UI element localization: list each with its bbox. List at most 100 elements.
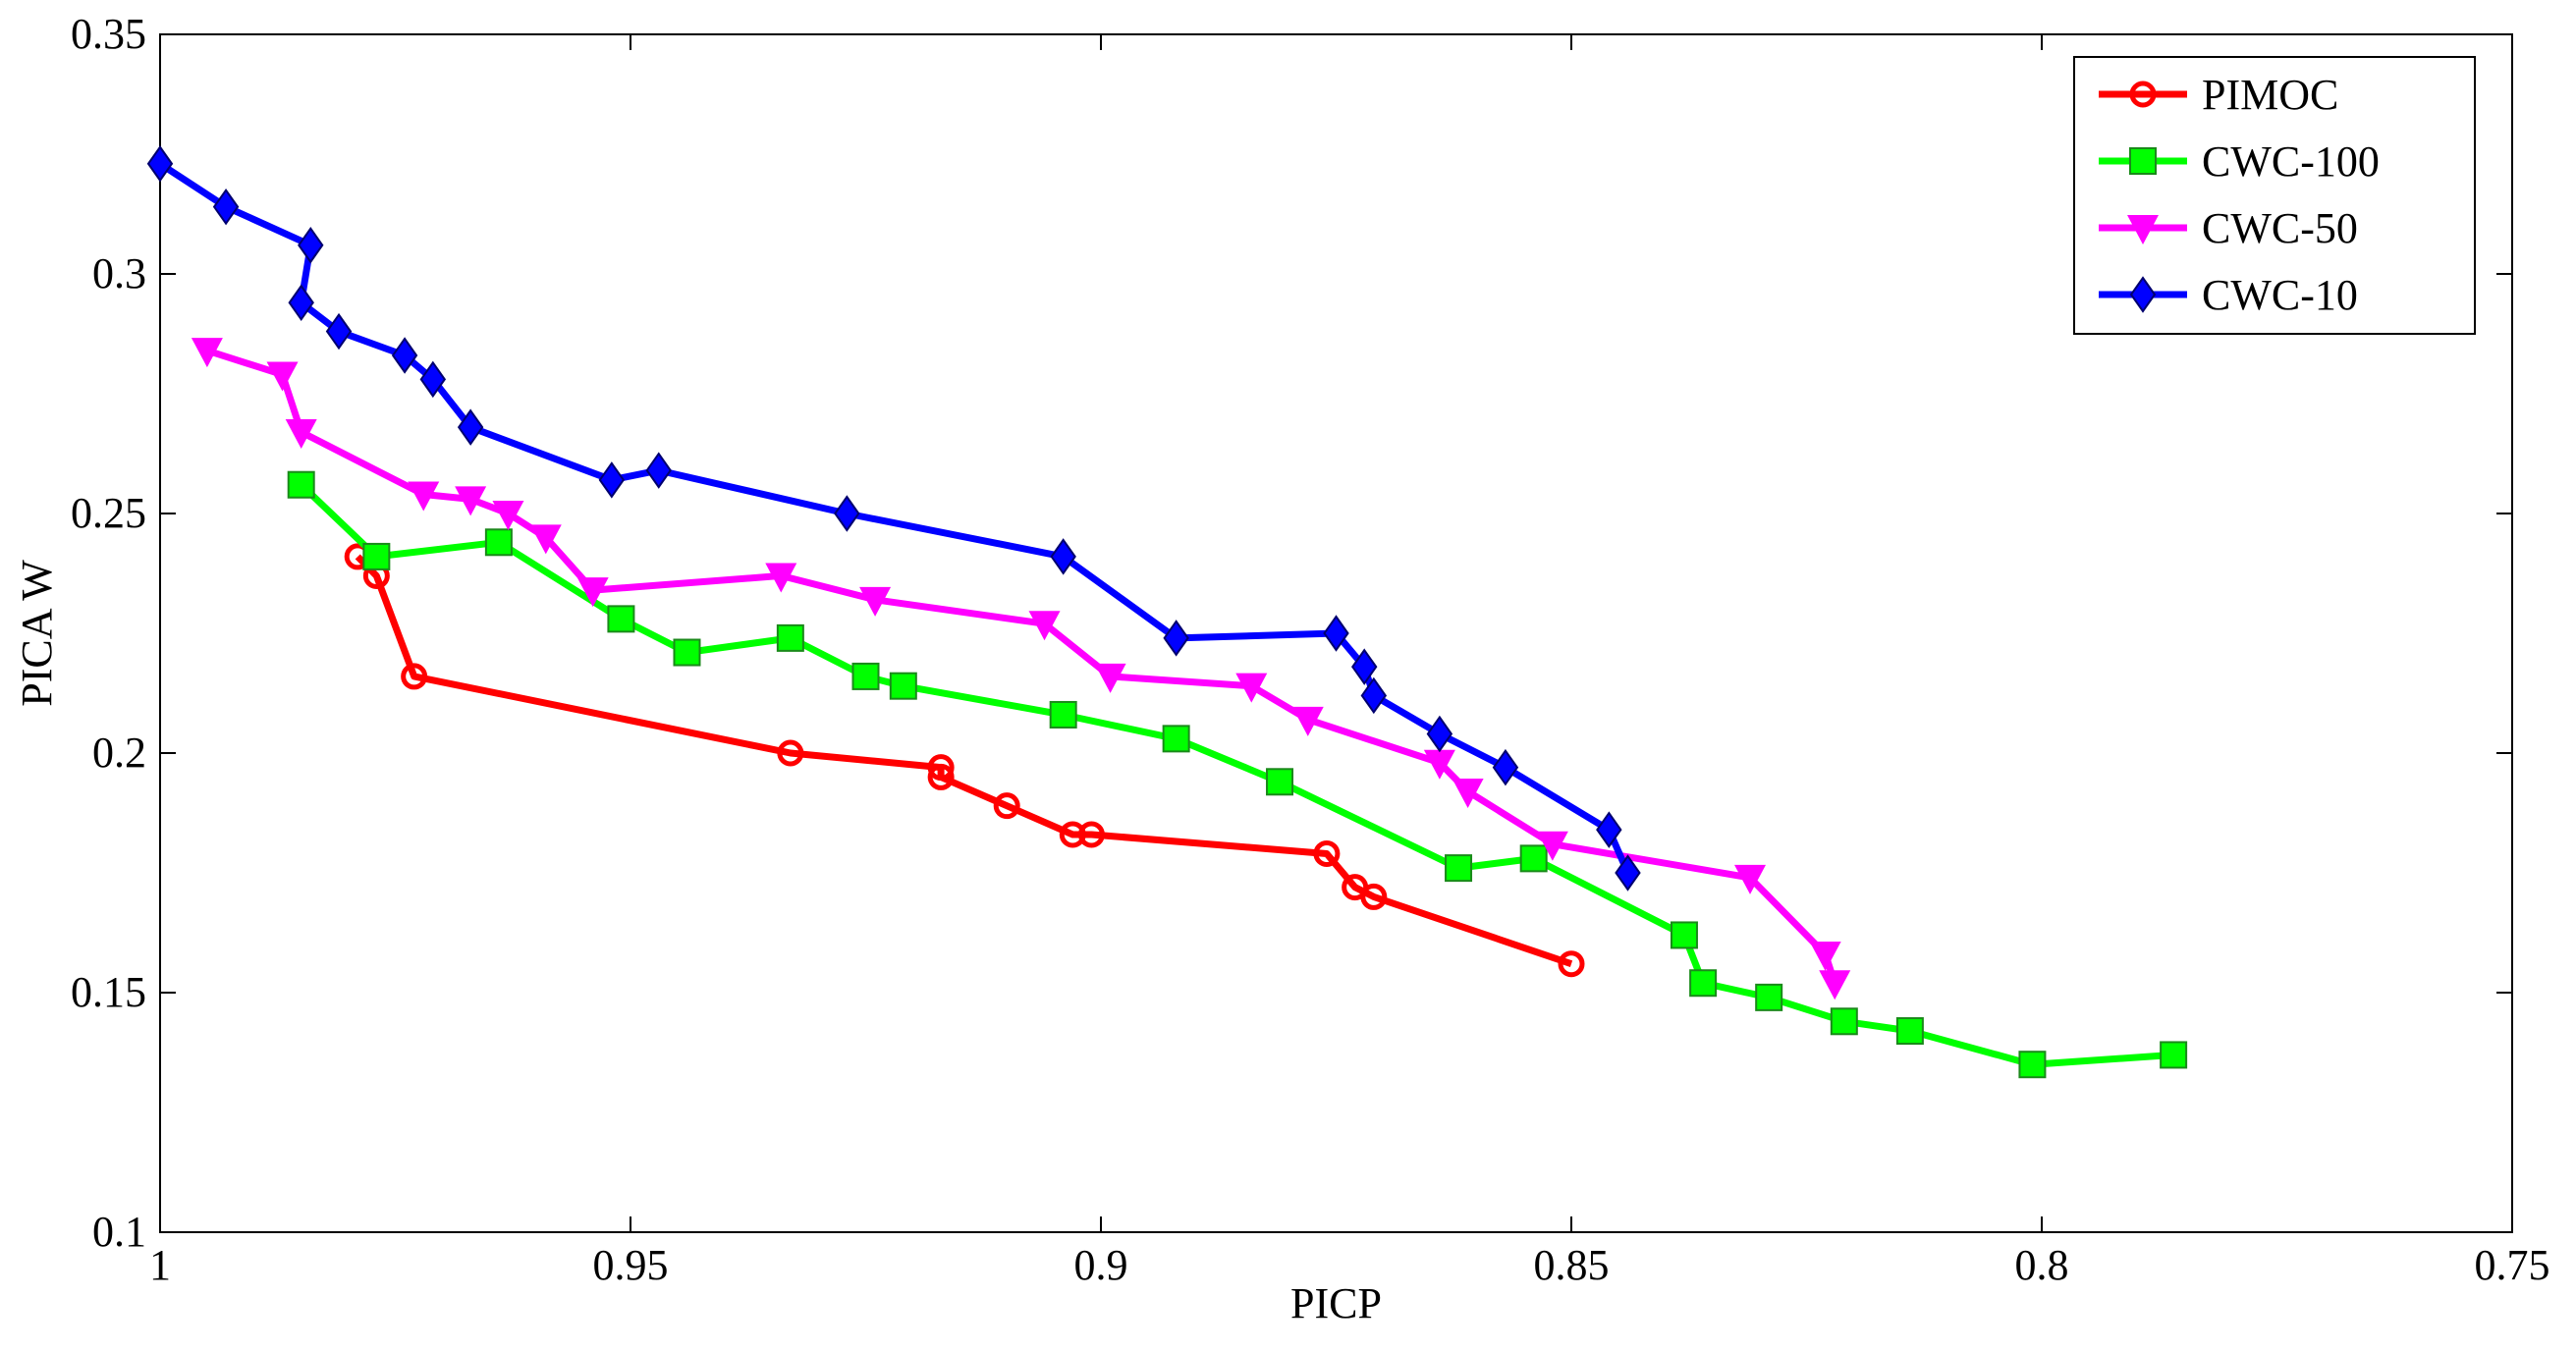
data-point xyxy=(1077,821,1105,848)
data-point xyxy=(484,528,513,557)
data-point xyxy=(776,623,804,652)
data-point xyxy=(1291,706,1324,736)
data-point xyxy=(285,419,317,450)
data-point xyxy=(777,739,804,767)
data-point xyxy=(492,501,524,530)
data-point xyxy=(859,586,892,617)
data-point xyxy=(1452,779,1484,809)
data-point xyxy=(391,337,418,374)
data-point xyxy=(765,563,797,593)
data-point xyxy=(2129,276,2157,313)
data-point xyxy=(1426,715,1453,753)
data-point xyxy=(993,792,1020,820)
data-point xyxy=(1266,768,1294,796)
data-point xyxy=(2018,1051,2047,1079)
legend-item: PIMOC xyxy=(2099,71,2338,119)
data-point xyxy=(457,408,484,446)
legend-label: CWC-10 xyxy=(2202,271,2358,319)
x-tick-label: 0.75 xyxy=(2475,1241,2550,1289)
data-point xyxy=(1162,725,1190,753)
data-point xyxy=(2127,215,2159,244)
data-point xyxy=(1755,983,1783,1011)
data-point xyxy=(607,605,635,633)
series-layer xyxy=(146,145,2188,1079)
data-point xyxy=(1615,854,1641,892)
data-point xyxy=(1830,1007,1858,1036)
data-point xyxy=(212,188,240,226)
data-point xyxy=(1558,950,1585,978)
data-point xyxy=(889,672,917,700)
legend-item: CWC-50 xyxy=(2099,204,2358,252)
data-point xyxy=(1734,864,1767,894)
data-point xyxy=(1445,854,1473,883)
data-point xyxy=(1313,839,1341,867)
data-point xyxy=(598,461,626,499)
data-point xyxy=(834,495,860,532)
data-point xyxy=(288,284,314,322)
legend-item: CWC-100 xyxy=(2099,137,2380,186)
data-point xyxy=(1351,648,1378,685)
data-point xyxy=(2129,81,2157,108)
data-point xyxy=(576,577,609,608)
legend-label: CWC-100 xyxy=(2202,137,2380,186)
data-point xyxy=(1895,1017,1924,1046)
data-point xyxy=(362,542,391,570)
data-point xyxy=(287,470,315,499)
x-tick-label: 1 xyxy=(149,1241,171,1289)
data-point xyxy=(2129,147,2157,175)
data-point xyxy=(1059,821,1086,848)
y-tick-label: 0.15 xyxy=(71,968,146,1016)
data-point xyxy=(1809,941,1841,971)
data-point xyxy=(1819,970,1851,1000)
data-point xyxy=(1163,620,1189,657)
data-point xyxy=(2160,1041,2188,1069)
series-cwc-10 xyxy=(146,145,1641,892)
data-point xyxy=(1536,831,1568,861)
data-point xyxy=(191,338,223,368)
y-axis-title: PICA W xyxy=(13,560,61,707)
y-tick-label: 0.25 xyxy=(71,489,146,537)
data-point xyxy=(419,360,447,399)
data-point xyxy=(851,662,880,690)
data-point xyxy=(1094,663,1126,693)
legend-label: CWC-50 xyxy=(2202,204,2358,252)
data-point xyxy=(529,524,562,555)
data-point xyxy=(927,763,955,790)
data-point xyxy=(645,452,672,489)
data-point xyxy=(1670,921,1698,949)
x-tick-label: 0.8 xyxy=(2015,1241,2069,1289)
data-point xyxy=(1028,611,1061,641)
legend: PIMOC CWC-100 CWC-50 CWC-10 xyxy=(2073,56,2476,335)
data-point xyxy=(1596,811,1622,848)
data-point xyxy=(1423,749,1455,780)
y-tick-label: 0.1 xyxy=(92,1208,146,1256)
x-tick-label: 0.95 xyxy=(593,1241,669,1289)
legend-item: CWC-10 xyxy=(2099,271,2358,319)
data-point xyxy=(146,145,174,183)
x-tick-label: 0.85 xyxy=(1534,1241,1610,1289)
y-tick-label: 0.3 xyxy=(92,249,146,297)
axis-ticks: 1 0.95 0.9 0.85 0.8 0.75 0.1 0.15 0.2 0.25 0.3 0.35 xyxy=(71,10,2550,1289)
data-point xyxy=(1050,538,1076,575)
data-point xyxy=(401,663,428,690)
data-point xyxy=(1360,883,1388,910)
y-tick-label: 0.35 xyxy=(71,10,146,58)
data-point xyxy=(1235,673,1268,703)
data-point xyxy=(1049,700,1077,729)
y-tick-label: 0.2 xyxy=(92,729,146,777)
x-axis-title: PICP xyxy=(1290,1279,1382,1327)
series-cwc-100 xyxy=(287,470,2188,1079)
data-point xyxy=(1360,676,1388,715)
data-point xyxy=(455,486,487,516)
data-point xyxy=(1689,969,1718,998)
data-point xyxy=(266,361,299,392)
data-point xyxy=(1519,844,1548,873)
data-point xyxy=(1492,748,1519,786)
legend-label: PIMOC xyxy=(2202,71,2338,119)
data-point xyxy=(408,481,440,512)
data-point xyxy=(673,638,701,667)
series-cwc-50 xyxy=(191,338,1851,1000)
series-pimoc xyxy=(344,543,1585,978)
data-point xyxy=(927,754,955,782)
